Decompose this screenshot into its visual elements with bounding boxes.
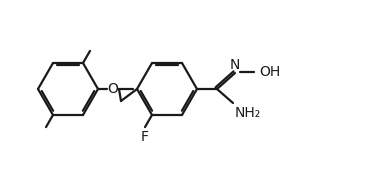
- Text: N: N: [230, 58, 240, 72]
- Text: OH: OH: [259, 65, 280, 79]
- Text: O: O: [107, 82, 118, 96]
- Text: NH₂: NH₂: [235, 106, 261, 120]
- Text: F: F: [141, 130, 149, 144]
